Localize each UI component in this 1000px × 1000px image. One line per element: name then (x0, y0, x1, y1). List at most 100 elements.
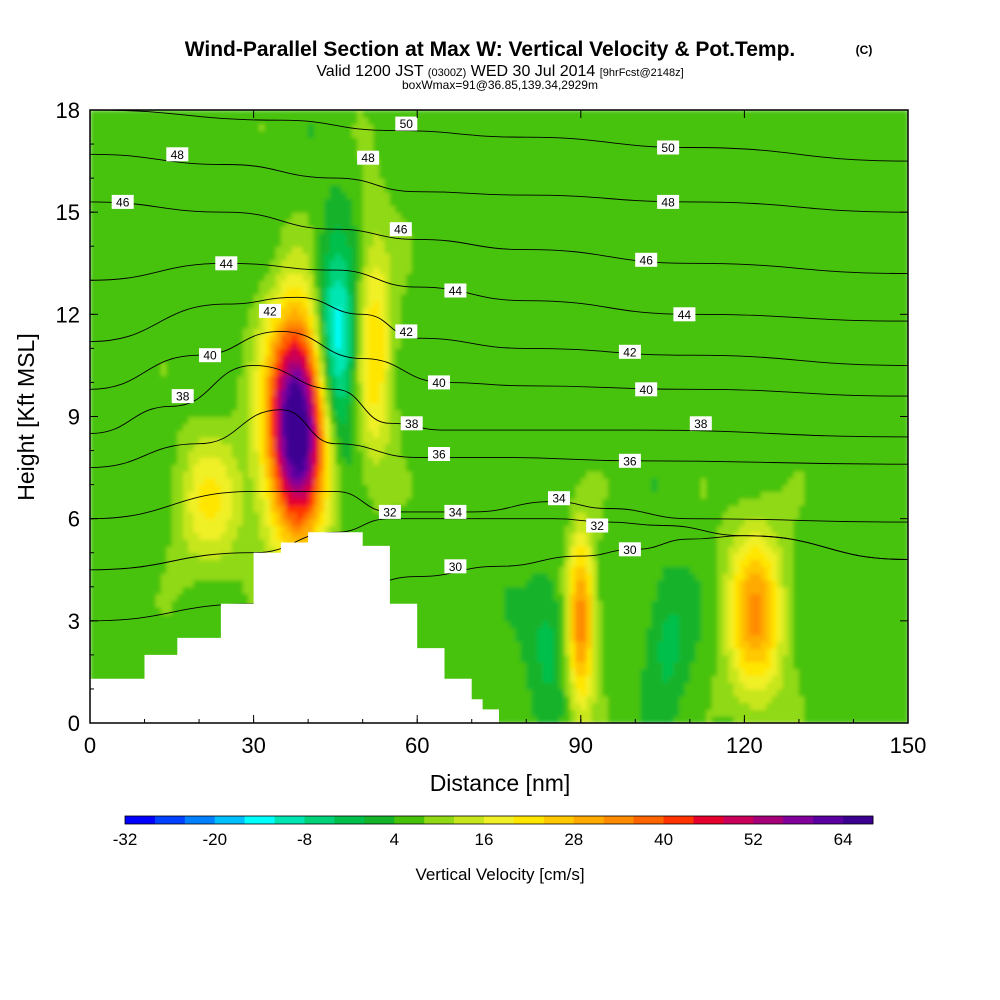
velocity-cell (106, 110, 113, 118)
velocity-cell (248, 300, 255, 309)
velocity-cell (237, 430, 244, 438)
velocity-cell (389, 559, 396, 567)
velocity-cell (166, 307, 173, 315)
velocity-cell (160, 239, 167, 247)
velocity-cell (329, 375, 336, 384)
velocity-cell (379, 178, 386, 186)
velocity-cell (248, 212, 255, 220)
velocity-cell (324, 184, 331, 193)
velocity-cell (193, 171, 200, 179)
velocity-cell (209, 396, 217, 404)
velocity-cell (319, 389, 326, 397)
velocity-cell (362, 348, 369, 356)
velocity-cell (313, 450, 320, 458)
velocity-cell (166, 321, 173, 329)
velocity-cell (389, 477, 396, 486)
velocity-cell (139, 423, 146, 431)
velocity-cell (264, 362, 271, 370)
velocity-cell (204, 375, 211, 384)
velocity-cell (291, 300, 298, 309)
velocity-cell (237, 498, 244, 506)
velocity-cell (209, 579, 217, 588)
velocity-cell (209, 266, 217, 275)
velocity-cell (160, 545, 167, 554)
velocity-cell (384, 300, 391, 309)
velocity-cell (160, 334, 167, 343)
velocity-cell (90, 375, 97, 384)
velocity-cell (373, 470, 380, 479)
velocity-cell (144, 287, 151, 295)
velocity-cell (264, 368, 271, 377)
velocity-cell (133, 559, 140, 567)
velocity-cell (155, 116, 162, 125)
velocity-cell (188, 607, 195, 615)
velocity-cell (308, 321, 315, 329)
velocity-cell (368, 239, 375, 247)
velocity-cell (166, 225, 173, 234)
velocity-cell (100, 450, 107, 458)
velocity-cell (193, 327, 200, 336)
velocity-cell (193, 464, 200, 472)
velocity-cell (149, 218, 157, 227)
velocity-cell (357, 382, 364, 390)
velocity-cell (90, 450, 97, 458)
velocity-cell (204, 600, 211, 608)
velocity-cell (384, 436, 391, 445)
velocity-cell (100, 287, 107, 295)
velocity-cell (139, 273, 146, 281)
velocity-cell (275, 293, 282, 302)
velocity-cell (308, 293, 315, 302)
velocity-cell (182, 450, 189, 458)
velocity-cell (117, 375, 124, 384)
velocity-cell (242, 477, 249, 486)
velocity-cell (226, 225, 233, 234)
velocity-cell (340, 450, 347, 458)
velocity-cell (379, 491, 386, 499)
velocity-cell (308, 137, 315, 145)
velocity-cell (368, 225, 375, 234)
velocity-cell (379, 293, 386, 302)
velocity-cell (149, 246, 157, 254)
velocity-cell (182, 457, 189, 465)
velocity-cell (373, 389, 380, 397)
velocity-cell (231, 273, 238, 281)
velocity-cell (248, 273, 255, 281)
velocity-cell (204, 402, 211, 411)
velocity-cell (286, 300, 293, 309)
velocity-cell (329, 321, 336, 329)
velocity-cell (313, 259, 320, 268)
velocity-cell (275, 232, 282, 241)
velocity-cell (209, 273, 217, 281)
velocity-cell (149, 423, 157, 431)
velocity-cell (253, 389, 260, 397)
velocity-cell (128, 443, 135, 452)
velocity-cell (362, 259, 369, 268)
velocity-cell (226, 416, 233, 424)
velocity-cell (357, 334, 364, 343)
velocity-cell (379, 470, 386, 479)
velocity-cell (259, 266, 266, 275)
velocity-cell (226, 423, 233, 431)
velocity-cell (155, 518, 162, 527)
velocity-cell (122, 307, 129, 315)
velocity-cell (182, 355, 189, 363)
velocity-cell (182, 212, 189, 220)
velocity-cell (155, 382, 162, 390)
velocity-cell (302, 416, 309, 424)
velocity-cell (171, 511, 178, 520)
velocity-cell (269, 402, 277, 411)
velocity-cell (220, 566, 227, 574)
velocity-cell (199, 184, 206, 193)
velocity-cell (215, 239, 222, 247)
velocity-cell (308, 362, 315, 370)
velocity-cell (128, 450, 135, 458)
velocity-cell (182, 593, 189, 601)
velocity-cell (182, 552, 189, 561)
velocity-cell (242, 239, 249, 247)
velocity-cell (242, 184, 249, 193)
velocity-cell (302, 470, 309, 479)
velocity-cell (231, 341, 238, 349)
velocity-cell (177, 178, 184, 186)
velocity-cell (149, 110, 157, 118)
velocity-cell (160, 423, 167, 431)
